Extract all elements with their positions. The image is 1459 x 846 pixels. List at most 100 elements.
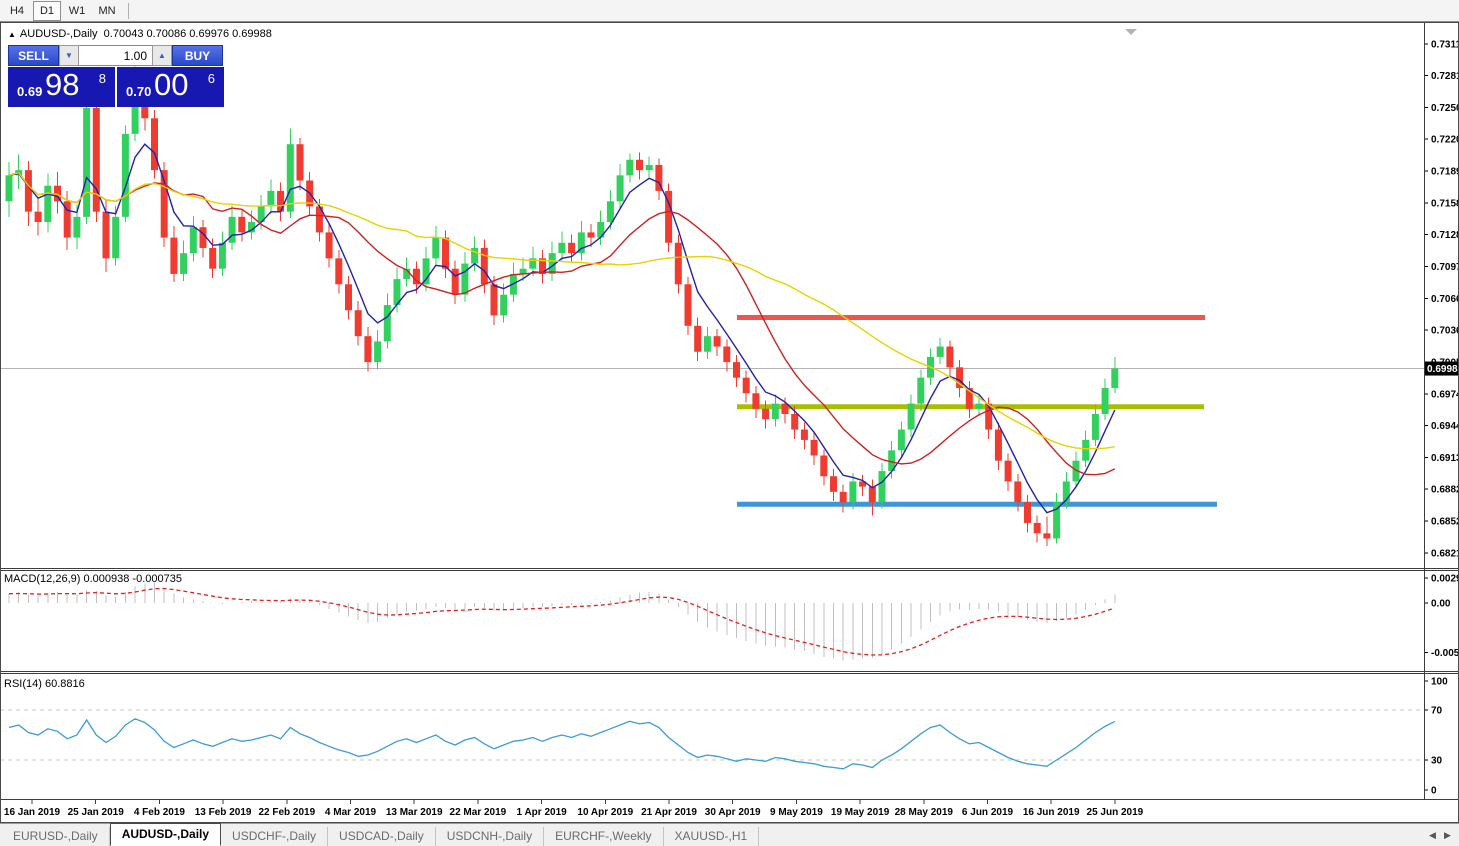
candle-body xyxy=(723,346,731,363)
chart-shift-marker-icon[interactable] xyxy=(1125,29,1137,35)
candle-body xyxy=(296,144,304,181)
rsi-line xyxy=(8,718,1116,770)
tab-usdcnh-daily[interactable]: USDCNH-,Daily xyxy=(436,827,545,846)
candle-body xyxy=(44,185,52,223)
candle-body xyxy=(636,159,643,171)
tab-usdcad-daily[interactable]: USDCAD-,Daily xyxy=(328,827,436,846)
candle-body xyxy=(849,481,857,503)
candle-body xyxy=(34,211,42,223)
candle-body xyxy=(539,258,546,274)
timeframe-d1-button[interactable]: D1 xyxy=(33,0,61,21)
price-axis-label: 0.71585 xyxy=(1431,198,1459,209)
candle-body xyxy=(471,247,479,264)
sell-price-point: 8 xyxy=(98,71,106,86)
tab-eurchf-weekly[interactable]: EURCHF-,Weekly xyxy=(544,827,664,846)
buy-price-tile[interactable]: 0.70 00 6 xyxy=(117,67,224,107)
tab-xauusd-h1[interactable]: XAUUSD-,H1 xyxy=(664,827,760,846)
candle-body xyxy=(189,227,197,254)
one-click-trade-panel: SELL ▼ ▲ BUY 0.69 98 8 0.70 00 6 xyxy=(8,45,224,107)
date-axis-label: 22 Mar 2019 xyxy=(450,807,507,818)
candle-body xyxy=(1043,533,1051,539)
candle-body xyxy=(1111,368,1119,389)
sell-button[interactable]: SELL xyxy=(8,45,59,66)
candle-body xyxy=(248,222,255,233)
candle-body xyxy=(1101,388,1109,414)
candle-body xyxy=(1062,481,1070,503)
sell-price-prefix: 0.69 xyxy=(17,84,43,99)
candle-body xyxy=(170,237,178,274)
candle-body xyxy=(267,190,275,207)
timeframe-mn-button[interactable]: MN xyxy=(98,4,116,17)
rsi-axis-label: 100 xyxy=(1431,677,1448,688)
candle-body xyxy=(151,118,158,171)
candle-body xyxy=(461,263,469,295)
tab-audusd-daily[interactable]: AUDUSD-,Daily xyxy=(109,823,222,846)
volume-increase-button[interactable]: ▲ xyxy=(152,45,172,66)
candle-body xyxy=(412,268,420,285)
candle-body xyxy=(791,413,799,430)
candle-body xyxy=(374,341,382,363)
date-axis-label: 28 May 2019 xyxy=(895,807,954,818)
candle-body xyxy=(354,310,362,337)
rsi-axis-label: 0 xyxy=(1431,786,1437,797)
volume-input[interactable] xyxy=(79,45,152,66)
candle-body xyxy=(102,211,110,259)
candle-body xyxy=(917,377,925,404)
tab-eurusd-daily[interactable]: EURUSD-,Daily xyxy=(2,827,110,846)
candle-body xyxy=(859,481,867,487)
sell-price-tile[interactable]: 0.69 98 8 xyxy=(8,67,115,107)
date-axis-label: 10 Apr 2019 xyxy=(577,807,633,818)
macd-signal-line xyxy=(8,587,1116,656)
date-axis-label: 1 Apr 2019 xyxy=(516,807,567,818)
date-axis-label: 16 Jun 2019 xyxy=(1023,807,1080,818)
candle-body xyxy=(820,455,828,477)
tab-scroll-right-icon[interactable]: ▶ xyxy=(1444,829,1451,840)
date-axis-label: 21 Apr 2019 xyxy=(641,807,697,818)
timeframe-w1-button[interactable]: W1 xyxy=(68,4,86,17)
candle-body xyxy=(703,336,711,352)
candle-body xyxy=(5,175,13,202)
candle-body xyxy=(762,408,770,420)
candle-body xyxy=(286,144,294,212)
candle-body xyxy=(684,284,692,326)
sell-price-pips: 98 xyxy=(45,67,80,102)
macd-axis-label: 0.002984 xyxy=(1431,574,1459,585)
candle-body xyxy=(112,216,120,259)
price-axis-label: 0.70665 xyxy=(1431,294,1459,305)
date-axis-label: 16 Jan 2019 xyxy=(4,807,61,818)
date-axis-label: 30 Apr 2019 xyxy=(705,807,761,818)
rsi-axis-label: 70 xyxy=(1431,706,1443,717)
volume-decrease-button[interactable]: ▼ xyxy=(59,45,79,66)
collapse-triangle-icon[interactable]: ▲ xyxy=(8,30,16,39)
date-axis-label: 19 May 2019 xyxy=(831,807,890,818)
candle-body xyxy=(121,133,129,217)
macd-axis-label: -0.005256 xyxy=(1431,648,1459,659)
candle-body xyxy=(345,284,352,311)
date-axis-label: 4 Feb 2019 xyxy=(134,807,186,818)
candle-body xyxy=(160,170,168,238)
candle-body xyxy=(1053,502,1061,539)
candle-body xyxy=(1004,460,1012,482)
buy-button[interactable]: BUY xyxy=(172,45,223,66)
candle-body xyxy=(839,491,847,503)
candle-body xyxy=(713,336,721,347)
candle-body xyxy=(519,268,527,274)
tab-usdchf-daily[interactable]: USDCHF-,Daily xyxy=(221,827,329,846)
candle-body xyxy=(781,403,789,414)
timeframe-h4-button[interactable]: H4 xyxy=(9,4,25,17)
date-axis-label: 13 Feb 2019 xyxy=(195,807,252,818)
date-axis-label: 4 Mar 2019 xyxy=(325,807,377,818)
candle-body xyxy=(238,216,246,233)
macd-axis-label: 0.00 xyxy=(1431,599,1451,610)
date-axis-label: 6 Jun 2019 xyxy=(962,807,1014,818)
macd-indicator-label: MACD(12,26,9) 0.000938 -0.000735 xyxy=(4,573,182,585)
candle-body xyxy=(180,253,188,274)
candle-body xyxy=(1033,522,1041,534)
tab-scroll-left-icon[interactable]: ◀ xyxy=(1429,829,1436,840)
